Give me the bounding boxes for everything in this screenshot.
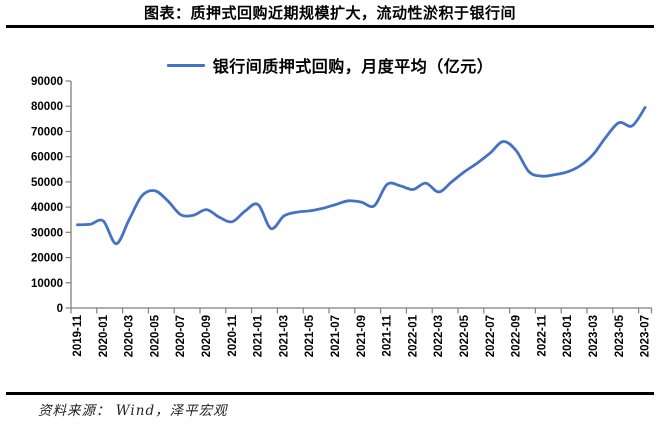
top-divider <box>6 25 654 28</box>
x-axis-label: 2022-07 <box>485 315 497 357</box>
x-axis-label: 2022-05 <box>459 314 471 357</box>
x-axis-label: 2021-05 <box>304 314 316 357</box>
y-axis-label: 0 <box>57 303 63 315</box>
x-axis-label: 2022-11 <box>536 314 548 356</box>
y-axis-label: 40000 <box>31 202 63 214</box>
x-axis-label: 2023-07 <box>640 315 652 357</box>
legend-label: 银行间质押式回购，月度平均（亿元） <box>212 59 494 76</box>
x-axis-label: 2023-03 <box>588 315 600 357</box>
x-axis-label: 2020-09 <box>201 315 213 357</box>
y-axis-label: 10000 <box>31 278 63 290</box>
line-chart: 0 10000 20000 30000 40000 50000 60000 70000 8000… <box>31 76 653 357</box>
x-axis-label: 2021-03 <box>278 315 290 357</box>
x-axis-label: 2022-01 <box>407 314 419 357</box>
legend-line-marker <box>166 63 205 67</box>
x-axis-label: 2021-11 <box>382 314 394 356</box>
y-axis-label: 70000 <box>31 126 63 138</box>
x-axis-label: 2019-11 <box>72 314 84 356</box>
y-axis-label: 90000 <box>31 76 63 88</box>
x-axis-label: 2021-09 <box>356 315 368 357</box>
x-axis-label: 2020-11 <box>227 314 239 356</box>
x-axis-label: 2023-05 <box>614 314 626 357</box>
source-note: 资料来源： Wind，泽平宏观 <box>38 403 228 419</box>
x-axis-label: 2020-03 <box>124 315 136 357</box>
figure-title: 图表：质押式回购近期规模扩大，流动性淤积于银行间 <box>143 5 516 22</box>
x-axis-label: 2021-07 <box>330 315 342 357</box>
legend: 银行间质押式回购，月度平均（亿元） <box>0 54 660 76</box>
y-axis-label: 30000 <box>31 227 63 239</box>
x-axis-label: 2020-01 <box>98 314 110 357</box>
y-axis-label: 60000 <box>31 152 63 164</box>
x-axis-label: 2022-03 <box>433 315 445 357</box>
bottom-divider <box>6 392 654 395</box>
x-axis-label: 2020-07 <box>175 315 187 357</box>
x-axis-label: 2020-05 <box>149 314 161 357</box>
x-axis-label: 2021-01 <box>253 314 265 357</box>
x-axis-label: 2023-01 <box>562 314 574 357</box>
y-axis-label: 20000 <box>31 253 63 265</box>
y-axis-label: 80000 <box>31 101 63 113</box>
x-axis-label: 2022-09 <box>511 315 523 357</box>
y-axis-label: 50000 <box>31 177 63 189</box>
series-line <box>76 106 647 246</box>
